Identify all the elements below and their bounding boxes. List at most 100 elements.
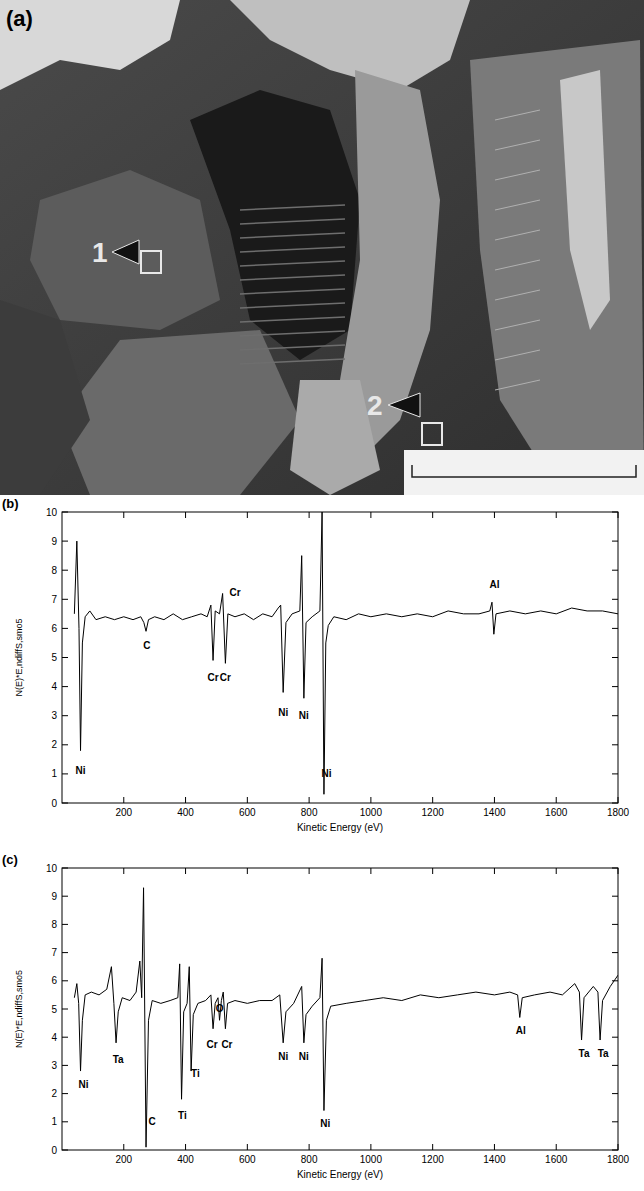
- x-tick: [309, 512, 310, 518]
- y-tick: [612, 570, 618, 571]
- x-tick: [309, 868, 310, 874]
- surface-region: [190, 90, 360, 360]
- striation: [495, 140, 540, 150]
- x-tick: [370, 868, 371, 874]
- x-tick: [247, 797, 248, 803]
- y-tick: [612, 1065, 618, 1066]
- striation: [240, 345, 345, 350]
- striation: [495, 320, 540, 330]
- y-tick: [62, 686, 68, 687]
- peak-label: Ni: [278, 1051, 288, 1062]
- y-tick: [612, 868, 618, 869]
- x-tick: [185, 868, 186, 874]
- striation: [495, 170, 540, 180]
- y-tick-label: 8: [51, 565, 57, 576]
- surface-region: [60, 330, 300, 495]
- surface-region: [0, 300, 90, 495]
- y-tick-label: 8: [51, 919, 57, 930]
- y-tick: [62, 1037, 68, 1038]
- y-tick: [62, 628, 68, 629]
- y-tick-label: 5: [51, 1004, 57, 1015]
- y-tick-label: 6: [51, 975, 57, 986]
- striation: [240, 247, 345, 252]
- x-tick: [494, 512, 495, 518]
- x-tick: [556, 512, 557, 518]
- x-tick-label: 1200: [422, 1154, 445, 1165]
- x-tick-label: 800: [301, 1154, 318, 1165]
- x-tick-label: 200: [115, 807, 132, 818]
- y-tick: [612, 1009, 618, 1010]
- data-group: [74, 512, 618, 794]
- x-tick-label: 600: [239, 807, 256, 818]
- peak-label: Ni: [76, 765, 86, 776]
- y-tick: [62, 1093, 68, 1094]
- y-tick-label: 1: [51, 1116, 57, 1127]
- plot-frame: [62, 512, 618, 803]
- y-tick: [62, 715, 68, 716]
- peak-label: Ni: [320, 1118, 330, 1129]
- striation: [240, 219, 345, 224]
- striation: [495, 290, 540, 300]
- x-tick: [123, 797, 124, 803]
- y-tick-label: 7: [51, 947, 57, 958]
- x-tick-label: 1400: [483, 1154, 506, 1165]
- y-tick-label: 9: [51, 891, 57, 902]
- striation: [240, 289, 345, 294]
- scale-bar-ground: [404, 450, 644, 495]
- x-tick-label: 400: [177, 1154, 194, 1165]
- marker-arrow: [388, 393, 420, 417]
- x-tick-label: 800: [301, 807, 318, 818]
- y-tick: [62, 541, 68, 542]
- x-tick-label: 1800: [607, 1154, 630, 1165]
- x-tick: [556, 797, 557, 803]
- peak-label: Ni: [321, 768, 331, 779]
- y-tick: [612, 512, 618, 513]
- y-tick-label: 10: [46, 863, 58, 874]
- panel-label: (c): [2, 852, 18, 867]
- y-tick: [612, 1121, 618, 1122]
- striation: [495, 380, 540, 390]
- y-tick: [62, 1065, 68, 1066]
- peak-label: Al: [489, 579, 499, 590]
- micrograph: (a)12: [0, 0, 644, 495]
- panel-label: (a): [6, 6, 33, 31]
- y-tick-label: 4: [51, 681, 57, 692]
- x-tick-label: 1800: [607, 807, 630, 818]
- peak-label: Ni: [79, 1079, 89, 1090]
- x-tick: [185, 1144, 186, 1150]
- x-tick: [432, 797, 433, 803]
- y-tick: [612, 715, 618, 716]
- y-tick: [62, 803, 68, 804]
- x-tick-label: 600: [239, 1154, 256, 1165]
- striation: [240, 233, 345, 238]
- x-tick-label: 1000: [360, 1154, 383, 1165]
- y-tick: [612, 952, 618, 953]
- peak-label: Cr: [207, 672, 218, 683]
- peak-label: Ti: [191, 1068, 200, 1079]
- striation: [240, 331, 345, 336]
- peak-label: C: [149, 1116, 156, 1127]
- x-tick-label: 400: [177, 807, 194, 818]
- y-tick: [62, 924, 68, 925]
- spectrum-line: [74, 888, 618, 1147]
- scale-bar: [412, 465, 636, 477]
- x-tick: [123, 868, 124, 874]
- peak-label: Cr: [221, 1039, 232, 1050]
- peak-label: Ni: [299, 1051, 309, 1062]
- y-tick: [612, 599, 618, 600]
- peak-label: Cr: [220, 672, 231, 683]
- panel-label: (b): [2, 496, 19, 511]
- y-tick-label: 0: [51, 1145, 57, 1156]
- x-tick: [432, 512, 433, 518]
- y-tick-label: 6: [51, 623, 57, 634]
- y-tick: [612, 1037, 618, 1038]
- marker-box: [422, 423, 442, 445]
- y-tick-label: 9: [51, 536, 57, 547]
- y-tick: [612, 657, 618, 658]
- peak-label: Cr: [207, 1039, 218, 1050]
- surface-region: [30, 170, 220, 330]
- marker-box: [141, 251, 161, 273]
- y-tick-label: 0: [51, 798, 57, 809]
- y-tick-label: 4: [51, 1032, 57, 1043]
- x-tick: [494, 797, 495, 803]
